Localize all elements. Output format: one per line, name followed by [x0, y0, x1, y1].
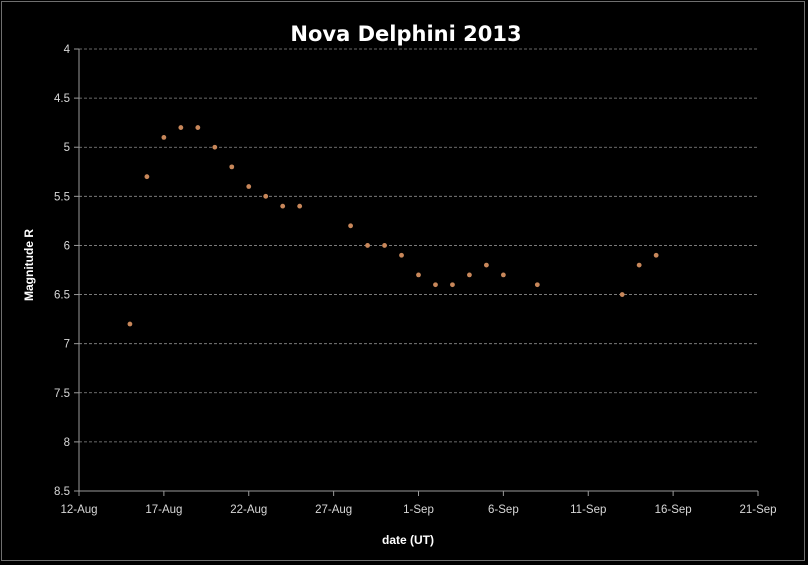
y-tick-label: 8 — [64, 437, 70, 449]
y-tick-label: 4 — [64, 44, 71, 56]
data-point — [484, 262, 489, 268]
data-point — [246, 184, 252, 189]
y-tick-label: 7.5 — [54, 388, 70, 400]
gridlines — [79, 48, 758, 443]
y-tick-label: 5.5 — [54, 191, 70, 203]
data-point — [195, 125, 201, 130]
data-point — [263, 193, 269, 199]
x-tick-label: 17-Aug — [145, 504, 182, 516]
data-points — [127, 125, 659, 327]
data-point — [297, 203, 303, 209]
x-tick-label: 21-Sep — [739, 504, 776, 516]
x-tick-label: 22-Aug — [230, 504, 267, 516]
x-tick-label: 16-Sep — [655, 504, 692, 516]
y-tick-label: 4.5 — [54, 93, 70, 105]
data-point — [178, 125, 184, 130]
data-point — [229, 164, 235, 170]
y-tick-label: 8.5 — [54, 486, 70, 498]
x-tick-label: 1-Sep — [403, 504, 434, 516]
x-tick-label: 12-Aug — [60, 504, 97, 516]
y-axis-ticks: 4 4.5 5 5.5 6 6.5 7 7.5 8 8.5 — [54, 44, 79, 498]
data-point — [365, 243, 370, 248]
y-tick-label: 7 — [64, 339, 70, 351]
axes — [78, 49, 758, 492]
data-point — [280, 203, 286, 209]
data-point — [127, 321, 133, 327]
data-point — [399, 252, 404, 258]
data-point — [144, 174, 150, 180]
data-point — [161, 135, 167, 140]
y-tick-label: 6 — [64, 240, 70, 252]
data-point — [382, 243, 387, 248]
data-point — [212, 144, 218, 150]
data-point — [348, 223, 353, 229]
y-tick-label: 5 — [64, 142, 70, 154]
data-point — [450, 282, 455, 288]
data-point — [636, 262, 642, 268]
data-point — [416, 272, 421, 278]
data-point — [433, 282, 438, 288]
data-point — [500, 272, 506, 278]
data-point — [534, 282, 540, 288]
x-tick-label: 6-Sep — [488, 504, 519, 516]
y-tick-label: 6.5 — [54, 290, 70, 302]
x-axis-title: date (UT) — [382, 533, 434, 547]
x-tick-label: 27-Aug — [315, 504, 352, 516]
chart-title: Nova Delphini 2013 — [290, 22, 521, 46]
y-axis-title: Magnitude R — [22, 229, 36, 301]
x-tick-label: 11-Sep — [570, 504, 606, 516]
x-axis-ticks: 12-Aug 17-Aug 22-Aug 27-Aug 1-Sep 6-Sep 11-Sep… — [60, 491, 777, 516]
data-point — [653, 252, 659, 258]
data-point — [619, 292, 625, 297]
data-point — [467, 272, 472, 278]
